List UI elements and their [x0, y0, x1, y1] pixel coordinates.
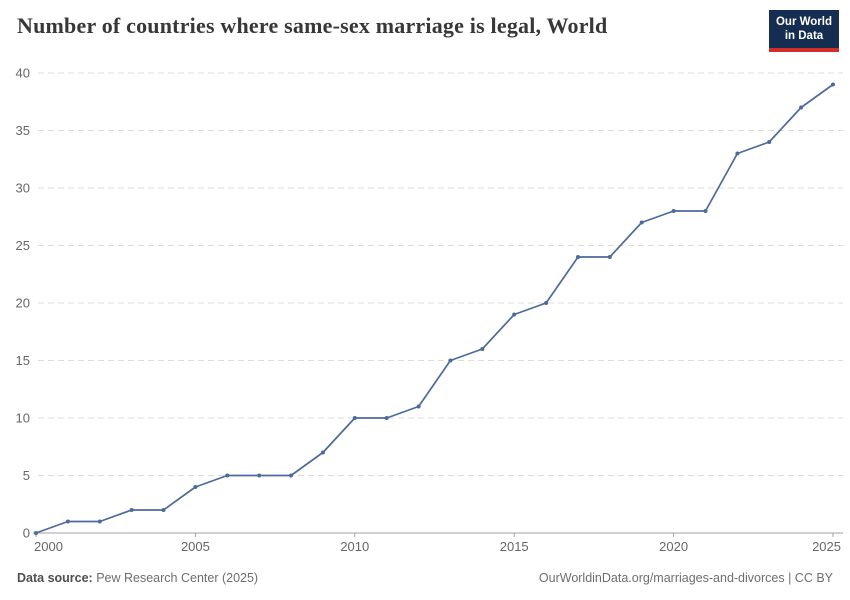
x-tick-label: 2020 — [659, 539, 688, 554]
chart-point[interactable] — [129, 508, 134, 512]
x-tick-label: 2025 — [812, 539, 841, 554]
chart-point[interactable] — [193, 485, 198, 489]
chart-point[interactable] — [448, 358, 453, 363]
x-tick-label: 2010 — [340, 539, 369, 554]
y-tick-label: 35 — [16, 123, 30, 138]
y-tick-label: 15 — [16, 353, 30, 368]
chart-point[interactable] — [384, 416, 389, 420]
chart-point[interactable] — [225, 473, 230, 478]
chart-point[interactable] — [65, 519, 70, 524]
chart-line[interactable] — [35, 83, 834, 534]
chart-point[interactable] — [735, 151, 740, 156]
chart-point[interactable] — [607, 255, 612, 259]
y-tick-label: 5 — [23, 468, 30, 483]
data-source-note: Data source: Pew Research Center (2025) — [17, 571, 258, 585]
chart-point[interactable] — [352, 416, 357, 420]
chart-point[interactable] — [512, 312, 517, 317]
chart-point[interactable] — [480, 347, 485, 351]
x-tick-label: 2005 — [181, 539, 210, 554]
chart-point[interactable] — [416, 404, 421, 409]
owid-logo-line1: Our World — [775, 16, 832, 28]
x-tick-label: 2000 — [34, 539, 63, 554]
chart-title: Number of countries where same-sex marri… — [17, 13, 608, 38]
chart-point[interactable] — [576, 255, 580, 259]
chart-point[interactable] — [34, 531, 38, 535]
chart-point[interactable] — [320, 450, 325, 455]
owid-logo[interactable]: Our World in Data — [769, 10, 839, 52]
y-tick-label: 40 — [16, 66, 30, 81]
data-source-label: Data source: — [17, 571, 93, 585]
y-tick-label: 30 — [16, 181, 30, 196]
chart-point[interactable] — [767, 140, 772, 144]
chart-point[interactable] — [289, 473, 293, 478]
chart-point[interactable] — [831, 82, 835, 87]
attribution-link[interactable]: OurWorldinData.org/marriages-and-divorce… — [538, 571, 833, 585]
chart-point[interactable] — [161, 508, 166, 512]
chart-point[interactable] — [703, 209, 708, 213]
chart-point[interactable] — [799, 105, 804, 110]
y-tick-label: 0 — [23, 526, 30, 541]
chart-point[interactable] — [671, 209, 676, 213]
chart-point[interactable] — [544, 301, 549, 305]
owid-logo-line2: in Data — [784, 30, 824, 43]
y-tick-label: 10 — [16, 411, 30, 426]
chart-point[interactable] — [257, 473, 262, 478]
chart-point[interactable] — [639, 220, 644, 225]
chart-point[interactable] — [97, 519, 102, 524]
x-tick-label: 2015 — [500, 539, 529, 554]
data-source-value: Pew Research Center (2025) — [92, 571, 259, 585]
y-tick-label: 25 — [16, 238, 30, 253]
y-tick-label: 20 — [16, 296, 30, 311]
